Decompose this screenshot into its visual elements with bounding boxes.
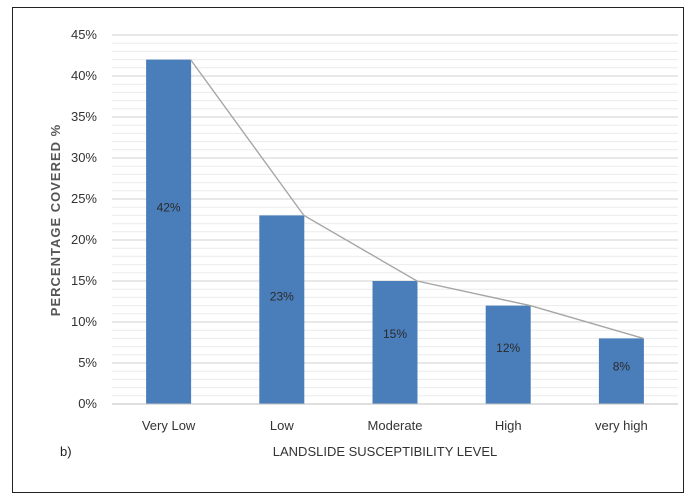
bar — [485, 305, 531, 404]
connecting-line — [190, 59, 644, 340]
y-axis-label: PERCENTAGE COVERED % — [48, 124, 63, 316]
y-tick-label: 25% — [71, 191, 97, 206]
data-label: 15% — [383, 327, 407, 341]
y-tick-label: 20% — [71, 232, 97, 247]
y-tick-label: 10% — [71, 314, 97, 329]
chart-frame — [12, 7, 684, 493]
x-tick-label: Very Low — [142, 418, 196, 433]
x-axis-label: LANDSLIDE SUSCEPTIBILITY LEVEL — [273, 444, 497, 459]
y-axis-ticks: 0% 5% 10% 15% 20% 25% 30% 35% 40% 45% — [71, 27, 97, 411]
bar — [259, 215, 305, 404]
data-label: 8% — [613, 360, 631, 374]
data-labels: 42% 23% 15% 12% 8% — [157, 201, 631, 374]
y-tick-label: 30% — [71, 150, 97, 165]
bar — [598, 338, 644, 404]
bar — [146, 59, 192, 404]
data-label: 23% — [270, 289, 294, 303]
data-label: 12% — [496, 341, 520, 355]
y-tick-label: 0% — [78, 396, 97, 411]
trend-line — [190, 59, 644, 340]
y-tick-label: 45% — [71, 27, 97, 42]
x-tick-label: very high — [595, 418, 648, 433]
y-tick-label: 15% — [71, 273, 97, 288]
y-tick-label: 35% — [71, 109, 97, 124]
x-axis-categories: Very Low Low Moderate High very high — [142, 418, 648, 433]
bar — [372, 281, 418, 404]
x-tick-label: Moderate — [368, 418, 423, 433]
panel-label: b) — [60, 444, 72, 459]
data-label: 42% — [157, 201, 181, 215]
x-tick-label: High — [495, 418, 522, 433]
y-tick-label: 40% — [71, 68, 97, 83]
x-tick-label: Low — [270, 418, 294, 433]
y-tick-label: 5% — [78, 355, 97, 370]
bars — [146, 59, 644, 404]
